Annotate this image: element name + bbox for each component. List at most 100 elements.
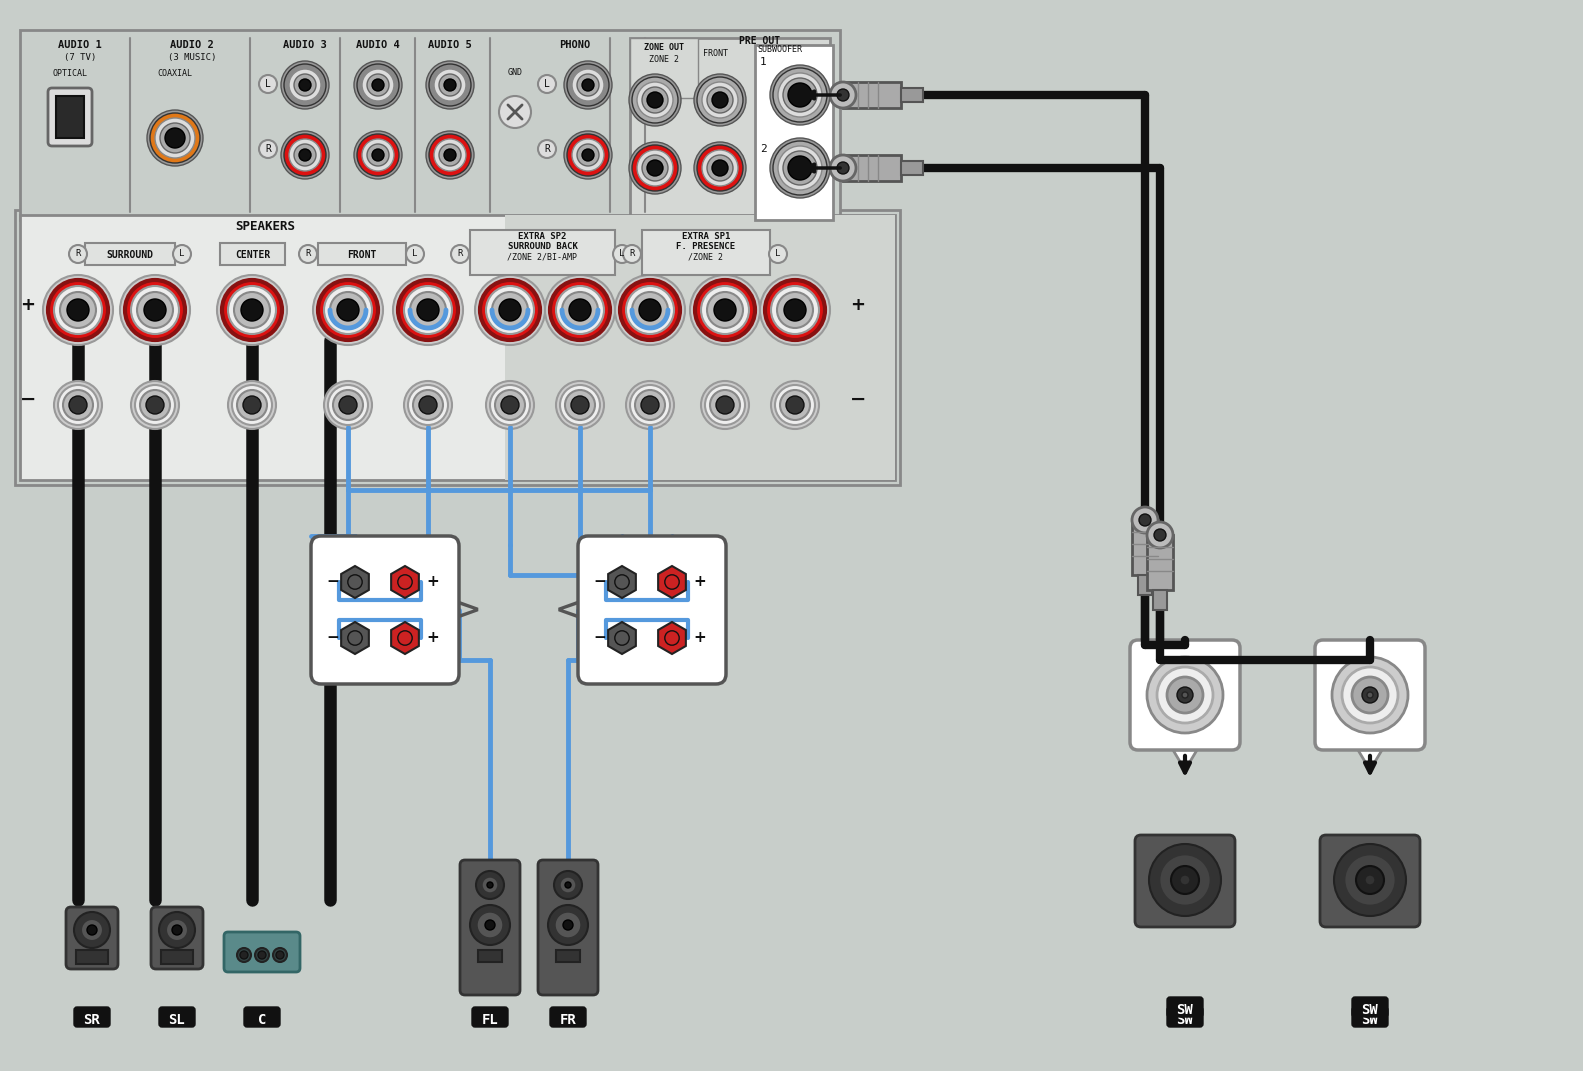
Circle shape xyxy=(372,149,385,161)
Circle shape xyxy=(576,74,598,96)
Circle shape xyxy=(777,146,822,190)
Circle shape xyxy=(404,381,453,429)
Circle shape xyxy=(613,245,632,263)
Circle shape xyxy=(837,162,848,174)
FancyBboxPatch shape xyxy=(1352,1007,1388,1027)
Circle shape xyxy=(397,631,412,645)
Bar xyxy=(901,88,923,102)
Circle shape xyxy=(556,381,605,429)
Circle shape xyxy=(628,142,681,194)
Text: SR: SR xyxy=(84,1013,100,1027)
Circle shape xyxy=(404,286,453,334)
FancyBboxPatch shape xyxy=(1320,835,1420,927)
Text: FRONT: FRONT xyxy=(347,250,377,260)
Text: R: R xyxy=(457,250,462,258)
Circle shape xyxy=(1149,844,1220,916)
Circle shape xyxy=(416,299,438,321)
Circle shape xyxy=(621,280,681,340)
FancyBboxPatch shape xyxy=(1130,640,1239,750)
Circle shape xyxy=(583,149,594,161)
Circle shape xyxy=(63,390,93,420)
Text: /ZONE 2/BI-AMP: /ZONE 2/BI-AMP xyxy=(508,252,578,261)
Circle shape xyxy=(165,129,185,148)
Bar xyxy=(76,950,108,964)
Circle shape xyxy=(1159,854,1211,906)
Circle shape xyxy=(54,286,101,334)
Text: +: + xyxy=(850,296,866,314)
Bar xyxy=(220,243,285,265)
Text: SUBWOOFER: SUBWOOFER xyxy=(758,45,803,54)
Circle shape xyxy=(476,912,503,938)
Circle shape xyxy=(233,384,272,425)
FancyBboxPatch shape xyxy=(66,907,119,969)
Text: SW: SW xyxy=(1176,1013,1194,1027)
Circle shape xyxy=(693,142,746,194)
Circle shape xyxy=(630,384,670,425)
Circle shape xyxy=(228,286,275,334)
Circle shape xyxy=(499,299,521,321)
Text: +: + xyxy=(693,574,706,589)
Circle shape xyxy=(701,82,738,118)
Bar xyxy=(1148,536,1173,590)
Circle shape xyxy=(363,69,394,101)
Circle shape xyxy=(282,131,329,179)
Circle shape xyxy=(283,134,326,176)
Circle shape xyxy=(146,396,165,414)
Text: AUDIO 2: AUDIO 2 xyxy=(169,40,214,50)
Circle shape xyxy=(568,299,590,321)
Text: >: > xyxy=(456,595,481,624)
Bar xyxy=(630,37,698,99)
Text: SW: SW xyxy=(1361,1004,1379,1017)
Circle shape xyxy=(583,79,594,91)
Circle shape xyxy=(397,280,457,340)
Circle shape xyxy=(1357,866,1384,894)
Polygon shape xyxy=(659,622,685,654)
Text: L: L xyxy=(545,79,549,89)
Bar xyxy=(161,950,193,964)
Text: L: L xyxy=(619,250,625,258)
Text: <: < xyxy=(556,595,581,624)
Circle shape xyxy=(567,134,609,176)
Text: R: R xyxy=(264,144,271,154)
Circle shape xyxy=(405,245,424,263)
Bar xyxy=(318,243,405,265)
Circle shape xyxy=(565,390,595,420)
Text: C: C xyxy=(258,1013,266,1027)
Circle shape xyxy=(158,912,195,948)
FancyBboxPatch shape xyxy=(74,1007,109,1027)
Circle shape xyxy=(260,140,277,159)
Circle shape xyxy=(701,381,749,429)
FancyBboxPatch shape xyxy=(461,860,519,995)
Bar xyxy=(755,45,833,220)
Bar xyxy=(470,230,616,275)
Circle shape xyxy=(625,286,674,334)
Circle shape xyxy=(576,144,598,166)
Text: −: − xyxy=(594,574,606,589)
FancyBboxPatch shape xyxy=(225,932,301,972)
Circle shape xyxy=(784,299,806,321)
Circle shape xyxy=(1140,514,1151,526)
Circle shape xyxy=(697,77,742,123)
Circle shape xyxy=(139,390,169,420)
Text: F. PRESENCE: F. PRESENCE xyxy=(676,242,736,251)
Circle shape xyxy=(704,384,746,425)
Bar xyxy=(14,210,901,485)
FancyBboxPatch shape xyxy=(150,907,203,969)
Circle shape xyxy=(329,292,366,328)
Text: EXTRA SP2: EXTRA SP2 xyxy=(518,232,567,241)
Circle shape xyxy=(690,275,760,345)
Circle shape xyxy=(1148,522,1173,548)
FancyBboxPatch shape xyxy=(158,1007,195,1027)
Circle shape xyxy=(708,155,733,181)
Text: +: + xyxy=(427,631,440,646)
Text: R: R xyxy=(306,250,310,258)
Circle shape xyxy=(131,381,179,429)
Circle shape xyxy=(217,275,287,345)
Circle shape xyxy=(1368,692,1372,698)
Text: SURROUND BACK: SURROUND BACK xyxy=(508,242,578,251)
Circle shape xyxy=(138,292,173,328)
Circle shape xyxy=(769,65,829,125)
Circle shape xyxy=(776,384,815,425)
Circle shape xyxy=(565,883,571,888)
Circle shape xyxy=(697,145,742,191)
